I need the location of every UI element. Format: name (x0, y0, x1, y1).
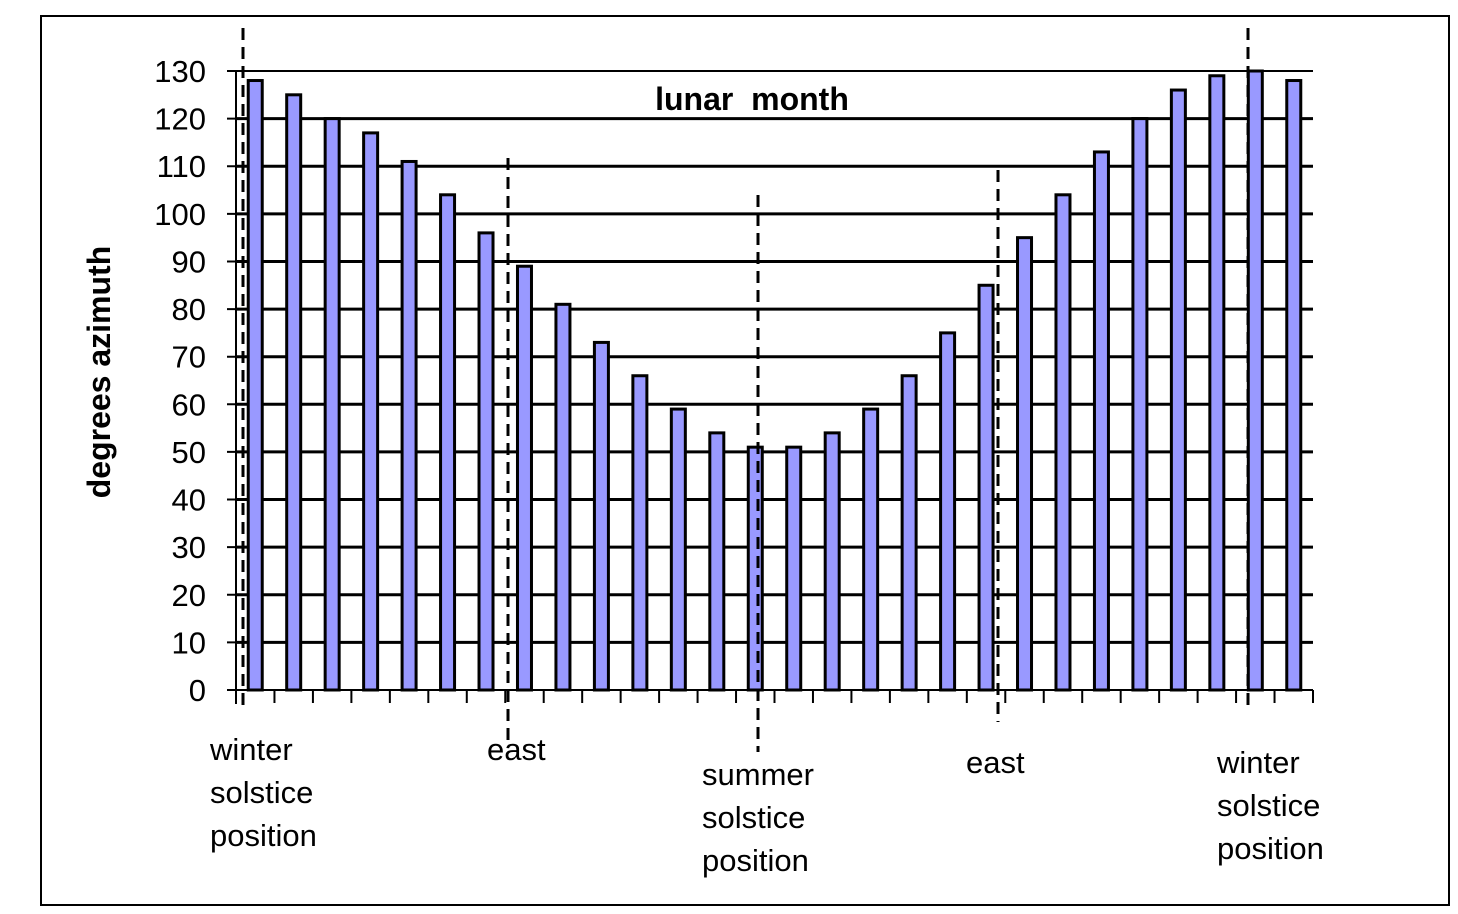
annotation-label: east (487, 732, 546, 767)
bar (1054, 193, 1072, 692)
bar (285, 93, 303, 692)
bar (823, 431, 841, 692)
bar (977, 283, 995, 692)
bar (439, 193, 457, 692)
annotation-label: summer (702, 757, 814, 792)
bar (1169, 88, 1187, 692)
bar (246, 79, 264, 692)
annotation-labels: winter solstice position east summer solstice… (209, 732, 1324, 878)
y-axis-ticks: 0 10 20 30 40 50 60 70 80 90 100 110 120 130 (154, 54, 244, 708)
y-tick-label: 20 (172, 578, 206, 613)
chart-frame (40, 15, 1450, 906)
bar (785, 445, 803, 692)
annotation-label: solstice (210, 775, 313, 810)
bar (1092, 150, 1110, 692)
bar (1246, 69, 1264, 692)
dashed-markers (241, 28, 1250, 752)
bar (746, 445, 764, 692)
gridlines (236, 70, 1313, 644)
y-tick-label: 60 (172, 387, 206, 422)
y-tick-label: 80 (172, 292, 206, 327)
bar (515, 264, 533, 692)
bar (1285, 79, 1303, 692)
annotation-label: winter (1216, 745, 1300, 780)
y-tick-label: 90 (172, 244, 206, 279)
bar (362, 131, 380, 692)
bar (669, 407, 687, 692)
bar (554, 302, 572, 692)
bars (246, 69, 1303, 692)
bar (900, 374, 918, 692)
y-tick-label: 110 (157, 149, 206, 184)
annotation-label: position (210, 818, 317, 853)
y-tick-label: 70 (172, 340, 206, 375)
x-axis-ticks (235, 690, 1314, 703)
annotation-label: solstice (702, 800, 805, 835)
annotation-label: solstice (1217, 788, 1320, 823)
bar (323, 117, 341, 692)
bar (477, 231, 495, 692)
y-tick-label: 40 (172, 483, 206, 518)
bar (592, 340, 610, 692)
bar (1016, 236, 1034, 692)
y-tick-label: 10 (172, 625, 206, 660)
y-axis-label: degrees azimuth (81, 246, 117, 499)
bar (1131, 117, 1149, 692)
bar (862, 407, 880, 692)
annotation-label: east (966, 745, 1025, 780)
annotation-label: position (702, 843, 809, 878)
bar (1208, 74, 1226, 692)
bar (939, 331, 957, 692)
y-tick-label: 30 (172, 530, 206, 565)
y-tick-label: 130 (154, 54, 206, 89)
bar (631, 374, 649, 692)
y-tick-label: 0 (189, 673, 206, 708)
annotation-label: position (1217, 831, 1324, 866)
bar (400, 159, 418, 692)
y-tick-label: 50 (172, 435, 206, 470)
chart-title: lunar month (655, 81, 849, 117)
y-tick-label: 120 (154, 102, 206, 137)
annotation-label: winter (209, 732, 293, 767)
bar (708, 431, 726, 692)
y-tick-label: 100 (154, 197, 206, 232)
